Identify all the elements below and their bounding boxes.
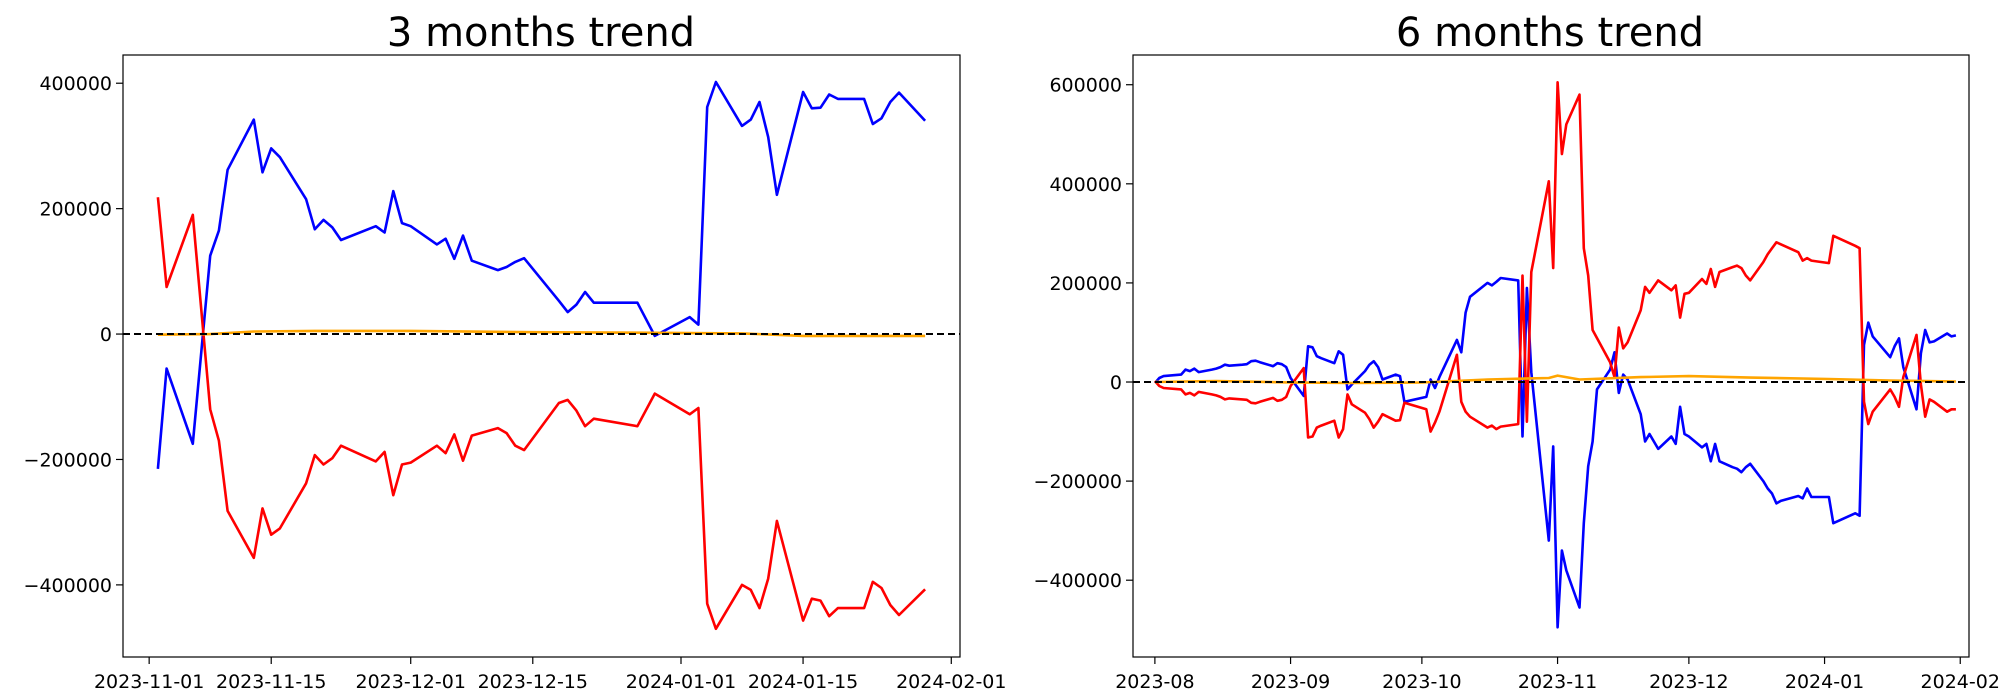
x-tick-label: 2023-10 [1382,671,1461,693]
x-tick-label: 2024-01 [1785,671,1864,693]
series-line-2 [156,197,927,631]
y-tick-label: 200000 [1049,273,1122,295]
x-tick-label: 2024-01-15 [748,671,858,693]
x-tick-label: 2024-02-01 [896,671,1006,693]
x-tick-label: 2023-12-01 [356,671,466,693]
y-tick-label: 200000 [39,199,112,221]
x-tick-label: 2023-09 [1251,671,1330,693]
y-tick-label: −200000 [1034,471,1122,493]
plot-frame [122,54,961,658]
y-tick-label: −400000 [1034,570,1122,592]
y-tick-label: −400000 [24,575,112,597]
series-line-1 [156,80,927,470]
x-tick-label: 2023-11-15 [216,671,326,693]
x-tick-label: 2024-01-01 [626,671,736,693]
chart-title: 3 months trend [387,10,695,56]
series-line-1 [1153,276,1957,629]
y-tick-label: 0 [1110,372,1122,394]
chart-6-months: 6 months trend 2023-08 2023-09 2023-10 2023… [1034,10,2000,693]
plot-frame [1132,54,1970,658]
x-tick-label: 2024-02 [1921,671,2000,693]
x-tick-label: 2023-12-15 [478,671,588,693]
x-tick-label: 2023-11 [1518,671,1597,693]
series-line-2 [1153,81,1956,439]
x-tick-label: 2023-12 [1649,671,1728,693]
y-tick-label: 600000 [1049,75,1122,97]
y-tick-label: 400000 [1049,174,1122,196]
y-tick-label: 0 [100,324,112,346]
plot-area: 2023-08 2023-09 2023-10 2023-11 2023-12 2024-… [1034,54,2000,693]
y-tick-label: −200000 [24,449,112,471]
chart-title: 6 months trend [1396,10,1704,56]
y-tick-label: 400000 [39,73,112,95]
x-tick-label: 2023-08 [1115,671,1194,693]
x-tick-label: 2023-11-01 [94,671,204,693]
chart-3-months: 3 months trend 2023-11-01 2023-11-15 2023-… [24,10,1007,693]
plot-area: 2023-11-01 2023-11-15 2023-12-01 2023-12-15… [24,54,1006,693]
